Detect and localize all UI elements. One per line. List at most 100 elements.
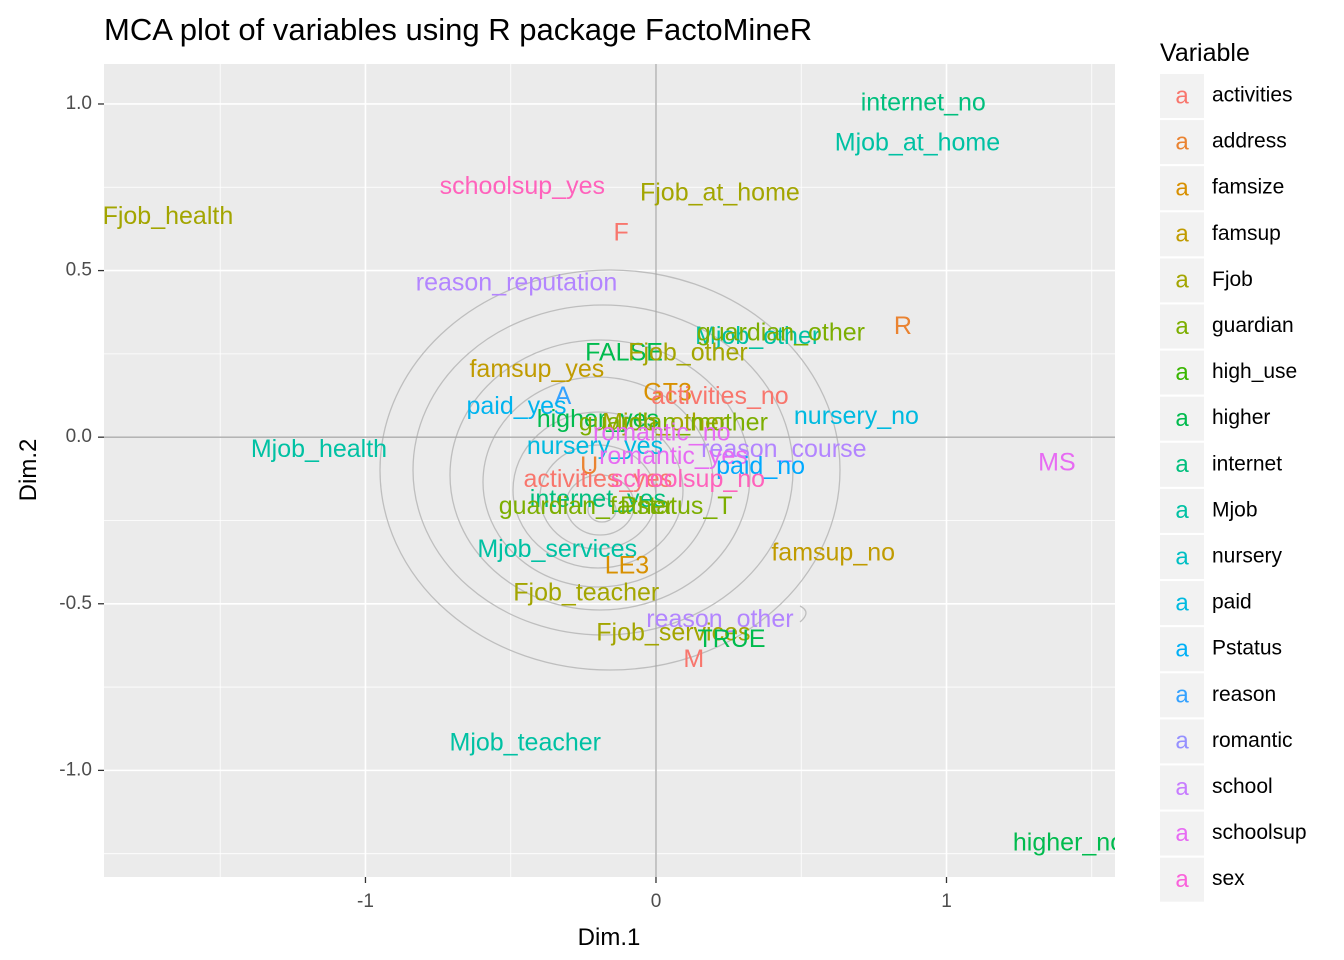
point-label: Mjob_other — [695, 322, 820, 350]
x-axis-title: Dim.1 — [578, 924, 641, 951]
legend-key-glyph: a — [1175, 682, 1189, 709]
legend-entry-label: paid — [1212, 591, 1252, 614]
legend-key — [1160, 811, 1204, 856]
legend-entry-label: romantic — [1212, 729, 1293, 752]
point-label: Mjob_at_home — [835, 129, 1000, 157]
density-contour — [565, 474, 635, 536]
point-label: schoolsup_yes — [440, 172, 605, 200]
legend-key-glyph: a — [1175, 175, 1189, 202]
point-label: higher_no — [1013, 828, 1124, 856]
point-label: romantic_yes — [599, 442, 748, 470]
x-tick-label: 0 — [651, 891, 662, 912]
legend-title: Variable — [1160, 39, 1250, 67]
density-contour — [379, 269, 841, 671]
point-label: Fjob_other — [628, 338, 748, 366]
legend-entry-label: famsup — [1212, 222, 1281, 245]
point-label: guardian_other — [697, 318, 865, 346]
point-label: GT3 — [643, 378, 692, 406]
legend-key — [1160, 442, 1204, 487]
legend-entry-label: famsize — [1212, 176, 1284, 199]
y-tick-label: 0.5 — [66, 260, 92, 281]
legend-key-glyph: a — [1175, 267, 1189, 294]
legend-key — [1160, 535, 1204, 579]
legend-entry-label: internet — [1212, 452, 1282, 475]
chart-title: MCA plot of variables using R package Fa… — [104, 12, 812, 47]
density-contour — [482, 376, 714, 588]
point-label: internet_no — [861, 89, 986, 117]
density-contour — [449, 339, 751, 611]
x-tick-label: -1 — [357, 891, 374, 912]
density-contours — [379, 269, 841, 671]
point-label: internet_yes — [530, 485, 666, 513]
point-label: LE3 — [605, 552, 649, 580]
legend-key-glyph: a — [1175, 866, 1189, 893]
legend-key — [1160, 765, 1204, 810]
x-tick-label: 1 — [941, 891, 952, 912]
point-label: guardian_mother — [579, 408, 768, 436]
legend-entry-label: reason — [1212, 683, 1276, 706]
legend-entry-label: high_use — [1212, 360, 1297, 383]
legend-key — [1160, 396, 1204, 441]
point-label: nursery_yes — [527, 432, 663, 460]
legend-key-glyph: a — [1175, 497, 1189, 524]
y-axis-title: Dim.2 — [15, 439, 42, 502]
y-tick-label: -0.5 — [59, 593, 92, 614]
legend-key — [1160, 673, 1204, 718]
legend-key-glyph: a — [1175, 774, 1189, 801]
point-label: famsup_no — [771, 538, 895, 566]
legend-entry-label: sex — [1212, 867, 1245, 890]
point-label: Pstatus_T — [620, 492, 733, 520]
legend-key-glyph: a — [1175, 359, 1189, 386]
point-labels: internet_no Mjob_at_home schoolsup_yes Fjob… — [103, 89, 1124, 857]
point-label: famsup_yes — [469, 355, 604, 383]
density-contour — [799, 605, 807, 623]
y-tick-label: 0.0 — [66, 426, 92, 447]
legend-key — [1160, 581, 1204, 626]
legend-key-glyph: a — [1175, 128, 1189, 155]
point-label: reason_course — [701, 435, 866, 463]
legend-key-glyph: a — [1175, 221, 1189, 248]
legend-key-glyph: a — [1175, 313, 1189, 340]
legend-key — [1160, 212, 1204, 257]
legend-key-glyph: a — [1175, 82, 1189, 109]
legend-key — [1160, 350, 1204, 395]
point-label: M — [683, 645, 704, 673]
point-label: A — [555, 382, 572, 410]
point-label: activities_no — [651, 382, 789, 410]
point-label: reason_reputation — [416, 269, 618, 297]
legend-entry-label: higher — [1212, 406, 1270, 429]
legend-entry-label: Fjob — [1212, 268, 1253, 291]
legend-key — [1160, 258, 1204, 303]
axes: -1 0 1 1.0 0.5 0.0 -0.5 -1.0 — [59, 93, 952, 912]
legend-key — [1160, 74, 1204, 118]
point-label: U — [580, 452, 598, 480]
legend-key-glyph: a — [1175, 543, 1189, 570]
point-label: Fjob_health — [103, 202, 234, 230]
point-label: F — [613, 219, 628, 247]
point-label: Mjob_teacher — [450, 728, 601, 756]
legend-key — [1160, 627, 1204, 672]
legend-entry-label: Pstatus — [1212, 637, 1282, 660]
legend-key-glyph: a — [1175, 589, 1189, 616]
point-label: higher_yes — [537, 405, 659, 433]
point-label: nursery_no — [794, 402, 919, 430]
legend-key — [1160, 304, 1204, 349]
legend-key — [1160, 120, 1204, 165]
legend-entry-label: schoolsup — [1212, 821, 1307, 844]
point-label: schoolsup_no — [611, 465, 765, 493]
legend-key-glyph: a — [1175, 451, 1189, 478]
point-label: Mjob_other — [602, 408, 727, 436]
point-label: MS — [1038, 448, 1076, 476]
point-label: Mjob_health — [251, 435, 387, 463]
point-label: Fjob_teacher — [513, 578, 659, 606]
legend-entry-label: guardian — [1212, 314, 1294, 337]
legend-entry-label: Mjob — [1212, 498, 1258, 521]
point-label: TRUE — [697, 625, 765, 653]
legend-key — [1160, 166, 1204, 211]
legend-key-glyph: a — [1175, 636, 1189, 663]
point-label: Fjob_at_home — [640, 179, 800, 207]
point-label: FALSE — [585, 338, 663, 366]
legend-key-glyph: a — [1175, 405, 1189, 432]
